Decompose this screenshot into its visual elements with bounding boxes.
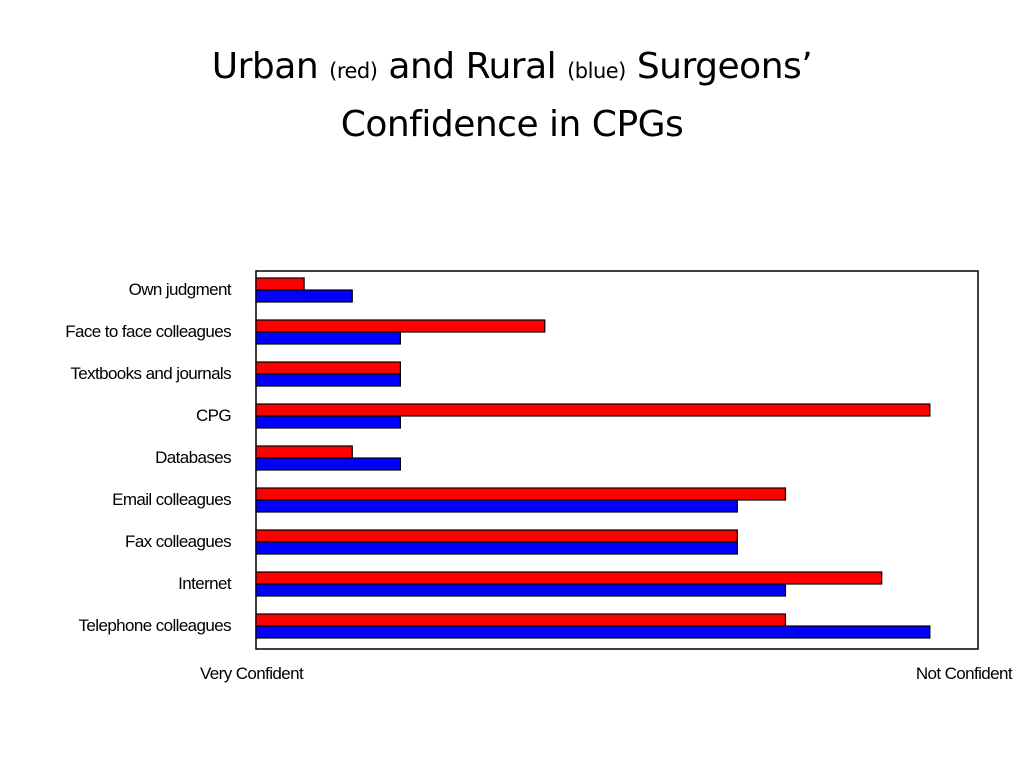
category-label-textbooks-and-journals: Textbooks and journals	[70, 364, 231, 383]
category-label-own-judgment: Own judgment	[129, 280, 232, 299]
bar-red-own-judgment	[255, 277, 305, 291]
x-axis-label-left: Very Confident	[200, 664, 304, 683]
bar-red-fax-colleagues	[255, 529, 738, 543]
category-label-email-colleagues: Email colleagues	[112, 490, 231, 509]
bar-blue-textbooks-and-journals	[255, 373, 401, 387]
category-label-telephone-colleagues: Telephone colleagues	[79, 616, 232, 635]
category-labels: Own judgment Face to face colleagues Textb…	[65, 280, 232, 635]
title-urban: Urban	[211, 46, 319, 87]
chart-title: Urban (red) and Rural (blue) Surgeons’ C…	[0, 40, 1024, 152]
bar-blue-email-colleagues	[255, 499, 738, 513]
category-label-databases: Databases	[155, 448, 231, 467]
bar-blue-cpg	[255, 415, 401, 429]
category-label-cpg: CPG	[196, 406, 231, 425]
bar-blue-telephone-colleagues	[255, 625, 931, 639]
title-red-note: (red)	[329, 59, 378, 83]
bar-blue-own-judgment	[255, 289, 353, 303]
title-line-2: Confidence in CPGs	[340, 104, 684, 145]
title-rural: and Rural	[388, 46, 557, 87]
bar-blue-fax-colleagues	[255, 541, 738, 555]
bar-red-cpg	[255, 403, 931, 417]
category-label-internet: Internet	[178, 574, 232, 593]
title-surgeons: Surgeons’	[636, 46, 813, 87]
bar-red-databases	[255, 445, 353, 459]
category-label-fax-colleagues: Fax colleagues	[125, 532, 231, 551]
bars-group	[255, 277, 931, 639]
bar-red-internet	[255, 571, 883, 585]
bar-blue-internet	[255, 583, 787, 597]
category-label-face-to-face-colleagues: Face to face colleagues	[65, 322, 231, 341]
x-axis-label-right: Not Confident	[915, 664, 1013, 683]
bar-blue-databases	[255, 457, 401, 471]
bar-blue-face-to-face-colleagues	[255, 331, 401, 345]
title-blue-note: (blue)	[567, 59, 626, 83]
bar-red-email-colleagues	[255, 487, 787, 501]
bar-red-face-to-face-colleagues	[255, 319, 546, 333]
bar-red-textbooks-and-journals	[255, 361, 401, 375]
bar-red-telephone-colleagues	[255, 613, 787, 627]
